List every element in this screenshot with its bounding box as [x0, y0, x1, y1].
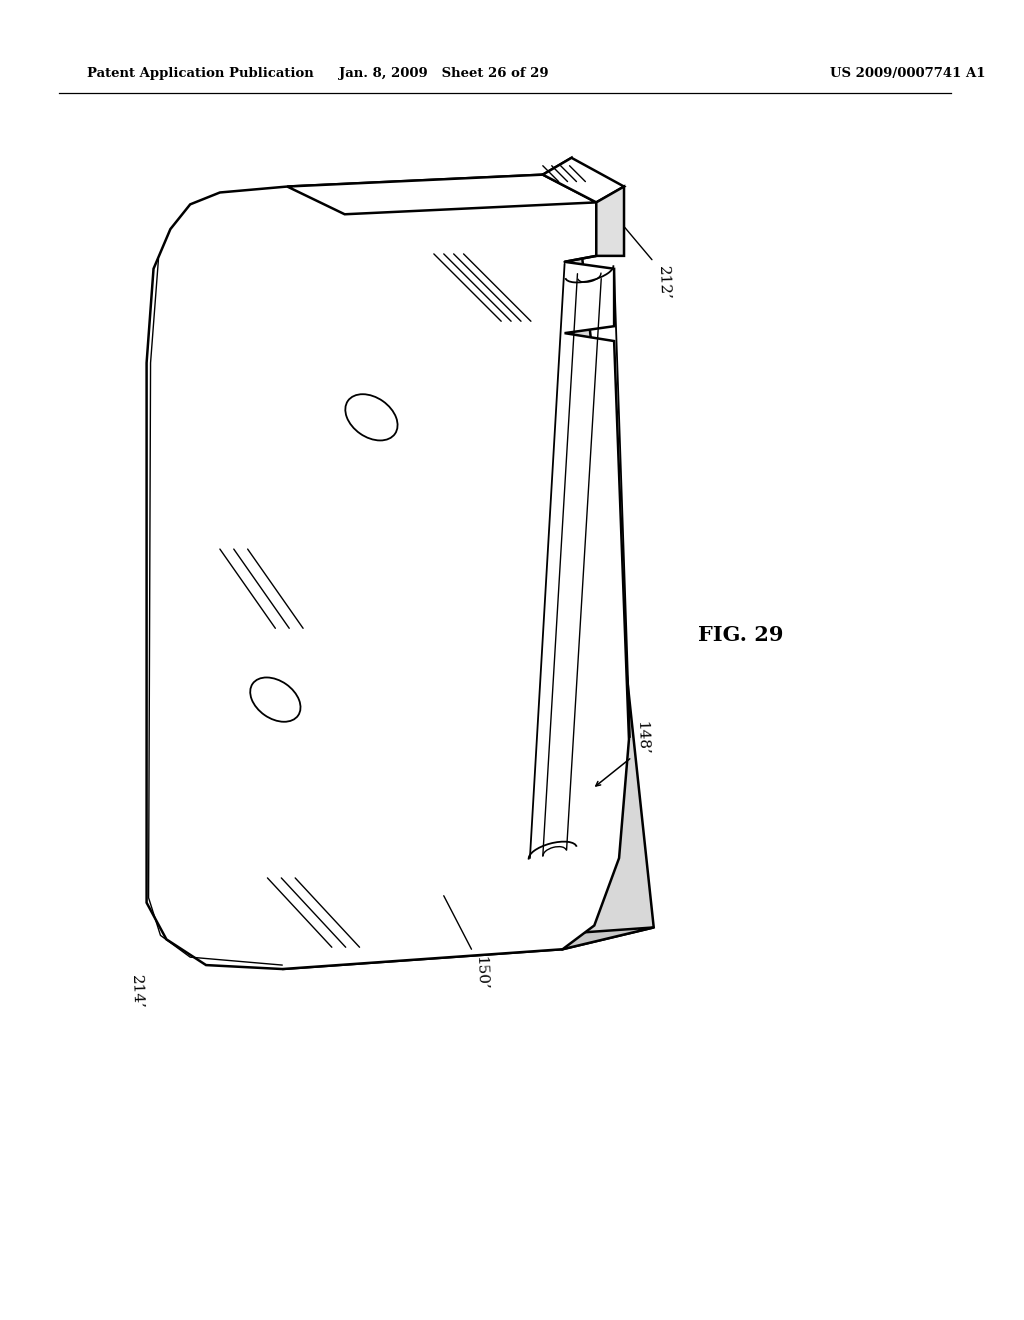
Text: US 2009/0007741 A1: US 2009/0007741 A1	[830, 67, 985, 81]
Polygon shape	[543, 158, 624, 202]
Text: 148’: 148’	[634, 721, 649, 755]
Text: 150’: 150’	[473, 956, 488, 990]
Polygon shape	[146, 174, 629, 969]
Polygon shape	[283, 928, 653, 969]
Text: FIG. 29: FIG. 29	[698, 626, 783, 645]
Text: 214’: 214’	[129, 975, 144, 1010]
Polygon shape	[596, 186, 624, 256]
Ellipse shape	[345, 395, 397, 441]
Text: 212’: 212’	[655, 265, 671, 301]
Ellipse shape	[250, 677, 300, 722]
Polygon shape	[288, 174, 596, 214]
Text: Jan. 8, 2009   Sheet 26 of 29: Jan. 8, 2009 Sheet 26 of 29	[339, 67, 549, 81]
Text: Patent Application Publication: Patent Application Publication	[87, 67, 314, 81]
Polygon shape	[543, 158, 653, 949]
